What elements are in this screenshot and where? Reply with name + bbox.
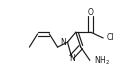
Text: O: O: [88, 8, 94, 17]
Text: Cl: Cl: [107, 34, 114, 42]
Text: N: N: [69, 54, 75, 63]
Text: NH$_2$: NH$_2$: [94, 54, 111, 67]
Text: N: N: [60, 38, 66, 47]
